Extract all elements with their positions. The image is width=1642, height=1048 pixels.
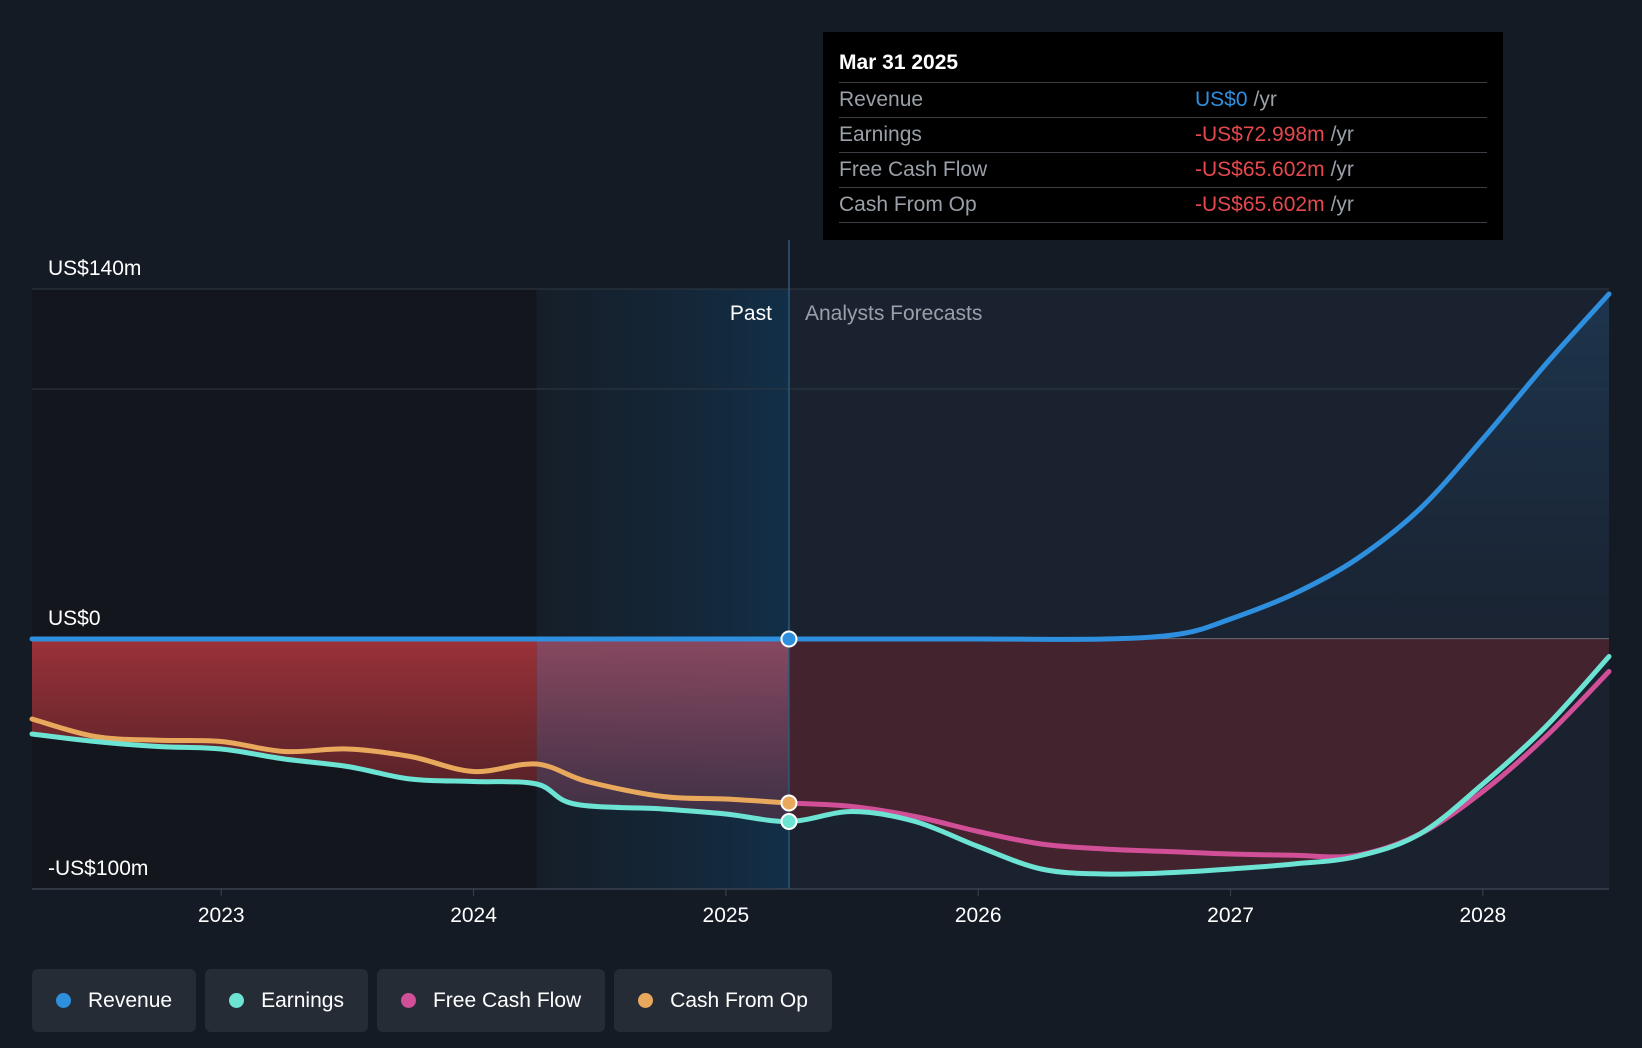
tooltip-value: US$0 xyxy=(1195,88,1248,111)
cash-from-op-line xyxy=(29,716,792,806)
x-tick-label: 2023 xyxy=(198,904,245,927)
tooltip-row-earnings: Earnings -US$72.998m /yr xyxy=(839,118,1487,153)
legend-label: Free Cash Flow xyxy=(432,988,582,1012)
tooltip-label: Cash From Op xyxy=(839,193,977,216)
tooltip-unit: /yr xyxy=(1330,123,1354,146)
revenue-dot-icon xyxy=(56,993,71,1008)
x-tick-label: 2024 xyxy=(450,904,497,927)
past-region xyxy=(32,289,537,889)
earnings-marker xyxy=(780,813,798,830)
past-label: Past xyxy=(730,302,772,325)
tooltip: Mar 31 2025 Revenue US$0 /yr Earnings -U… xyxy=(823,32,1503,240)
tooltip-row-revenue: Revenue US$0 /yr xyxy=(839,83,1487,118)
earnings-line xyxy=(29,654,1612,877)
x-axis-ticks: 2023 2024 2025 2026 2027 2028 xyxy=(32,888,1609,927)
revenue-line xyxy=(29,291,1612,642)
area-fills xyxy=(32,294,1609,875)
tooltip-row-cash-from-op: Cash From Op -US$65.602m /yr xyxy=(839,188,1487,223)
free-cash-flow-dot-icon xyxy=(400,993,416,1008)
x-tick-label: 2027 xyxy=(1207,904,1254,927)
tooltip-value: -US$72.998m xyxy=(1195,123,1325,146)
tooltip-label: Revenue xyxy=(839,88,924,111)
hover-markers xyxy=(780,630,798,830)
legend-label: Revenue xyxy=(88,988,173,1012)
earnings-area-recent xyxy=(536,639,789,822)
tooltip-unit: /yr xyxy=(1330,158,1354,181)
x-tick-label: 2026 xyxy=(955,904,1002,927)
legend-label: Cash From Op xyxy=(670,988,808,1012)
y-axis-label: US$140m xyxy=(48,257,141,280)
y-axis-label: -US$100m xyxy=(48,857,148,880)
tooltip-value: -US$65.602m xyxy=(1195,193,1325,216)
legend: Revenue Earnings Free Cash Flow Cash Fro… xyxy=(32,969,832,1032)
forecast-label: Analysts Forecasts xyxy=(805,302,982,325)
x-tick-label: 2025 xyxy=(703,904,750,927)
revenue-marker xyxy=(780,630,798,648)
cash-from-op-marker xyxy=(780,794,798,812)
revenue-area xyxy=(32,294,1609,640)
y-axis-label: US$0 xyxy=(48,607,101,630)
free-cash-flow-line xyxy=(786,669,1612,860)
legend-item-cash-from-op[interactable]: Cash From Op xyxy=(614,969,832,1032)
tooltip-value: -US$65.602m xyxy=(1195,158,1325,181)
earnings-area-forecast xyxy=(788,639,1609,875)
earnings-dot-icon xyxy=(229,993,245,1008)
tooltip-label: Free Cash Flow xyxy=(839,158,988,181)
earnings-area-past xyxy=(32,639,537,785)
legend-label: Earnings xyxy=(261,988,344,1012)
series-lines xyxy=(29,291,1612,877)
legend-item-revenue[interactable]: Revenue xyxy=(32,969,197,1032)
x-tick-label: 2028 xyxy=(1459,904,1506,927)
legend-item-free-cash-flow[interactable]: Free Cash Flow xyxy=(376,969,606,1032)
tooltip-row-free-cash-flow: Free Cash Flow -US$65.602m /yr xyxy=(839,153,1487,188)
tooltip-label: Earnings xyxy=(839,123,922,146)
cash-from-op-dot-icon xyxy=(638,993,654,1008)
y-axis-labels: US$140m US$0 -US$100m xyxy=(48,257,148,880)
legend-item-earnings[interactable]: Earnings xyxy=(205,969,368,1032)
tooltip-date: Mar 31 2025 xyxy=(839,44,1487,83)
tooltip-unit: /yr xyxy=(1253,88,1277,111)
tooltip-unit: /yr xyxy=(1330,193,1354,216)
